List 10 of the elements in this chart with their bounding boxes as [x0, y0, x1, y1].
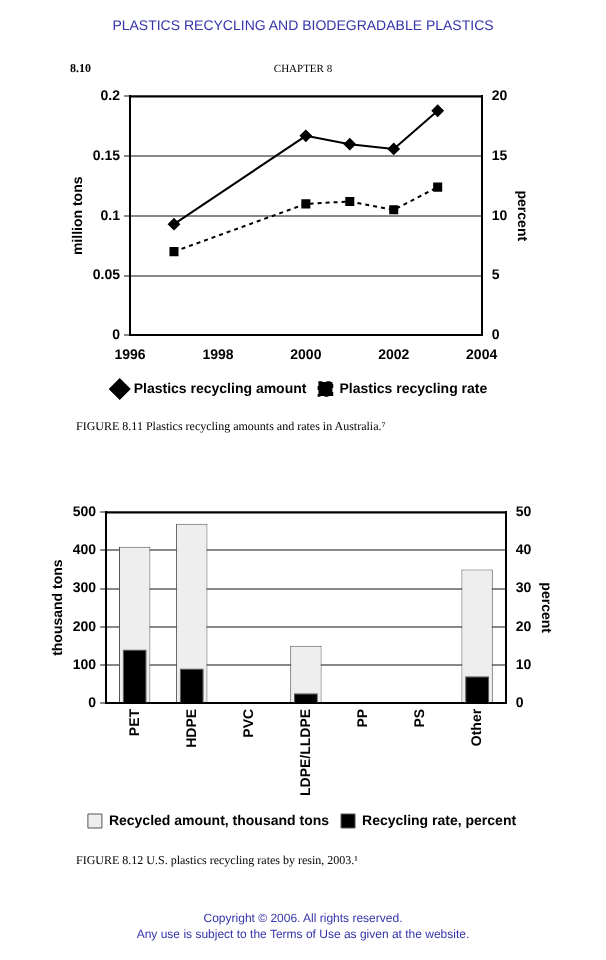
point: [299, 129, 312, 142]
point: [431, 104, 444, 117]
point: [343, 138, 356, 151]
point: [389, 205, 399, 215]
point: [168, 218, 180, 231]
point: [433, 182, 443, 192]
point: [345, 196, 355, 207]
point: [169, 247, 179, 257]
point: [387, 142, 400, 155]
point: [301, 199, 311, 209]
